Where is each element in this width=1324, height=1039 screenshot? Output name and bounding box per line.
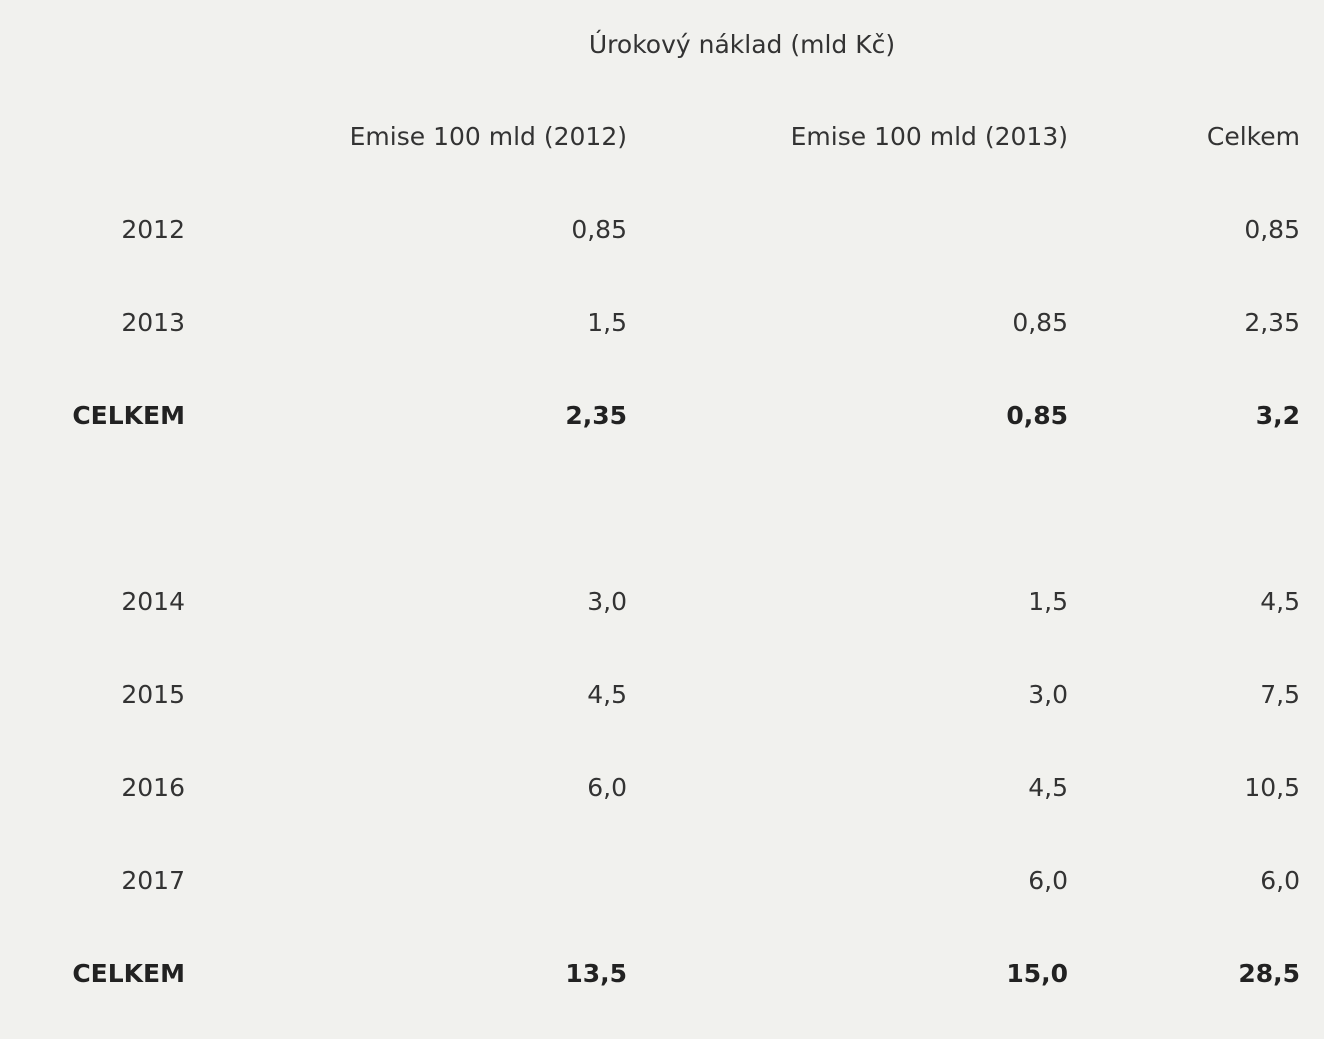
- cell-value: 4,5: [1028, 773, 1068, 802]
- cell-value: 1,5: [1028, 587, 1068, 616]
- row-label: 2013: [121, 308, 185, 337]
- total-value: 2,35: [565, 401, 627, 430]
- total-label: CELKEM: [72, 401, 185, 430]
- total-value: 0,85: [1006, 401, 1068, 430]
- cell-value: 6,0: [1028, 866, 1068, 895]
- cell-value: 1,5: [587, 308, 627, 337]
- table-title: Úrokový náklad (mld Kč): [588, 30, 896, 59]
- cell-value: 7,5: [1260, 680, 1300, 709]
- cell-value: 4,5: [1260, 587, 1300, 616]
- cell-value: 2,35: [1244, 308, 1300, 337]
- cell-value: 3,0: [1028, 680, 1068, 709]
- total-value: 3,2: [1255, 401, 1300, 430]
- total-value: 28,5: [1238, 959, 1300, 988]
- cell-value: 6,0: [1260, 866, 1300, 895]
- cell-value: 3,0: [587, 587, 627, 616]
- total-value: 15,0: [1006, 959, 1068, 988]
- row-label: 2015: [121, 680, 185, 709]
- cell-value: 0,85: [1012, 308, 1068, 337]
- column-header: Emise 100 mld (2012): [349, 122, 627, 151]
- row-label: 2017: [121, 866, 185, 895]
- total-label: CELKEM: [72, 959, 185, 988]
- cell-value: 6,0: [587, 773, 627, 802]
- cell-value: 0,85: [1244, 215, 1300, 244]
- cell-value: 10,5: [1244, 773, 1300, 802]
- row-label: 2012: [121, 215, 185, 244]
- row-label: 2014: [121, 587, 185, 616]
- total-value: 13,5: [565, 959, 627, 988]
- column-header: Celkem: [1206, 122, 1300, 151]
- column-header: Emise 100 mld (2013): [790, 122, 1068, 151]
- row-label: 2016: [121, 773, 185, 802]
- cell-value: 0,85: [571, 215, 627, 244]
- cell-value: 4,5: [587, 680, 627, 709]
